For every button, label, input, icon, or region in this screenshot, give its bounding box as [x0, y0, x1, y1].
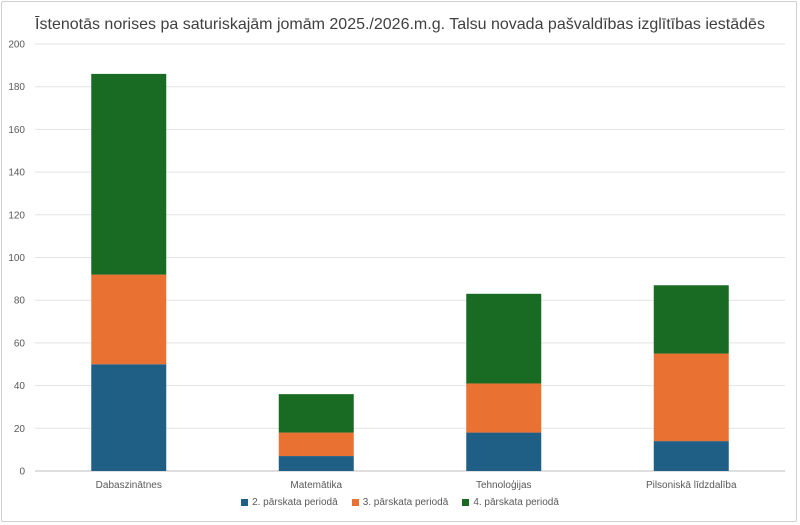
bar-segment	[466, 432, 542, 471]
x-tick-label: Pilsoniskā līdzdalība	[646, 480, 737, 491]
legend-item: 3. pārskata periodā	[351, 497, 449, 508]
y-tick-label: 20	[14, 424, 26, 435]
bar-segment	[466, 383, 542, 433]
bar-segment	[653, 441, 729, 471]
x-tick-label: Dabaszinātnes	[96, 480, 162, 491]
legend-label: 2. pārskata periodā	[252, 497, 338, 508]
y-tick-label: 80	[14, 296, 26, 307]
legend-label: 4. pārskata periodā	[473, 497, 559, 508]
chart-legend: 2. pārskata periodā 3. pārskata periodā 4.…	[0, 497, 800, 508]
bar-segment	[278, 456, 354, 471]
chart-title: Īstenotās norises pa saturiskajām jomām …	[35, 16, 765, 33]
y-tick-label: 160	[8, 125, 25, 136]
y-tick-label: 180	[8, 82, 25, 93]
y-tick-label: 60	[14, 338, 26, 349]
legend-label: 3. pārskata periodā	[362, 497, 449, 508]
y-tick-label: 0	[19, 467, 25, 478]
legend-swatch	[241, 499, 249, 506]
y-tick-label: 100	[8, 253, 25, 264]
y-tick-label: 200	[8, 40, 25, 51]
y-tick-label: 140	[8, 168, 25, 179]
x-tick-label: Tehnoloģijas	[476, 478, 532, 491]
bar-segment	[466, 293, 542, 384]
bar-segment	[278, 432, 354, 457]
legend-item: 2. pārskata periodā	[241, 497, 338, 508]
bar-segment	[653, 285, 729, 354]
legend-swatch	[351, 499, 359, 506]
bar-segment	[653, 353, 729, 442]
x-tick-label: Matemātika	[290, 480, 342, 491]
bar-segment	[278, 394, 354, 433]
bar-segment	[91, 73, 167, 275]
bar-segment	[91, 274, 167, 365]
legend-item: 4. pārskata periodā	[462, 497, 559, 508]
legend-swatch	[462, 499, 470, 506]
bar-segment	[91, 364, 167, 471]
y-tick-label: 40	[14, 381, 26, 392]
y-tick-label: 120	[8, 210, 25, 221]
